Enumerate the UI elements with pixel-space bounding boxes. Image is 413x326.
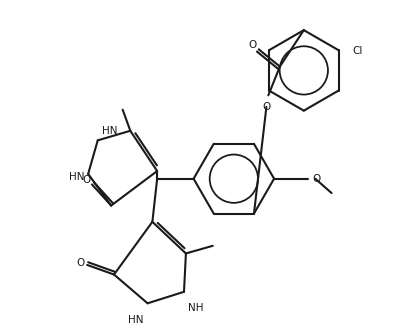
Text: HN: HN [128, 315, 143, 325]
Text: HN: HN [69, 172, 84, 182]
Text: NH: NH [187, 303, 203, 313]
Text: Cl: Cl [351, 46, 362, 56]
Text: O: O [76, 258, 84, 268]
Text: O: O [312, 174, 320, 184]
Text: O: O [262, 102, 270, 112]
Text: O: O [247, 40, 256, 51]
Text: O: O [82, 175, 90, 185]
Text: HN: HN [101, 126, 117, 136]
